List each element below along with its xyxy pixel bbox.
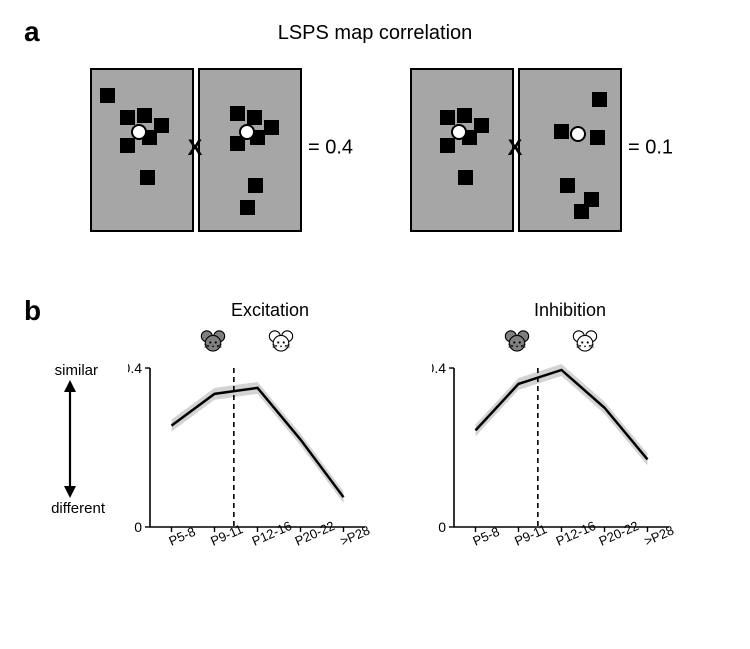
svg-text:0: 0 (438, 519, 446, 535)
mouse-light-icon (571, 330, 599, 357)
map-a2-square (240, 200, 255, 215)
map-b1-square (458, 170, 473, 185)
map-b2-square (592, 92, 607, 107)
map-a1-square (120, 138, 135, 153)
mouse-light-icon (267, 330, 295, 357)
mouse-dark-icon (503, 330, 531, 357)
arrow-label-different: different (0, 500, 105, 517)
map-a2-square (264, 120, 279, 135)
map-b1-cell-dot (451, 124, 467, 140)
map-a2-cell-dot (239, 124, 255, 140)
svg-text:0.4: 0.4 (432, 360, 446, 376)
eq-text: = 0.1 (628, 137, 673, 160)
map-b2-square (554, 124, 569, 139)
svg-text:0.4: 0.4 (128, 360, 142, 376)
map-b1-square (440, 138, 455, 153)
map-a2 (198, 68, 302, 232)
inhibition-chart: 00.4 (432, 360, 677, 535)
map-a2-square (247, 110, 262, 125)
svg-text:0: 0 (134, 519, 142, 535)
map-b2-square (574, 204, 589, 219)
map-b1-square (457, 108, 472, 123)
map-a2-square (248, 178, 263, 193)
inhibition-title: Inhibition (470, 300, 670, 321)
excitation-title: Excitation (170, 300, 370, 321)
map-b2-square (590, 130, 605, 145)
panel-b-letter: b (24, 295, 41, 327)
map-b2-square (560, 178, 575, 193)
map-b1 (410, 68, 514, 232)
map-a1-square (120, 110, 135, 125)
excitation-chart: 00.4 (128, 360, 373, 535)
map-a1-square (137, 108, 152, 123)
map-a1-square (100, 88, 115, 103)
multiply-symbol: X (188, 135, 203, 161)
map-b1-square (440, 110, 455, 125)
map-a1 (90, 68, 194, 232)
map-b2 (518, 68, 622, 232)
map-a1-square (140, 170, 155, 185)
arrow-label-similar: similar (0, 362, 98, 379)
similarity-arrow-icon (60, 380, 80, 498)
map-a1-cell-dot (131, 124, 147, 140)
mouse-dark-icon (199, 330, 227, 357)
map-b2-cell-dot (570, 126, 586, 142)
multiply-symbol: X (508, 135, 523, 161)
eq-text: = 0.4 (308, 137, 353, 160)
panel-a-title: LSPS map correlation (0, 22, 750, 45)
map-a2-square (230, 106, 245, 121)
